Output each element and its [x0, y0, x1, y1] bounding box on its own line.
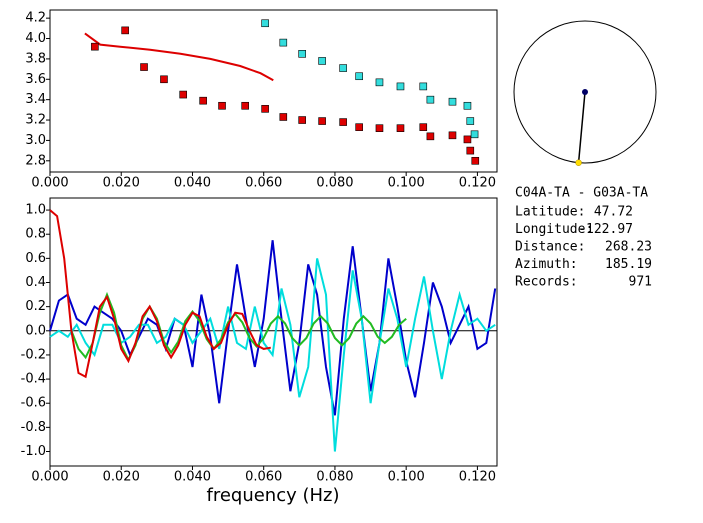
info-value: 971: [629, 275, 652, 290]
info-label: Distance:: [515, 240, 585, 255]
x-tick-label: 0.060: [245, 176, 282, 191]
data-square: [261, 105, 269, 113]
x-tick-label: 0.040: [174, 470, 211, 485]
x-tick-label: 0.120: [459, 176, 496, 191]
data-square: [298, 116, 306, 124]
station-pair: C04A-TA - G03A-TA: [515, 186, 648, 201]
data-square: [261, 19, 269, 28]
series-line: [49, 240, 497, 416]
plot-frame: [49, 197, 498, 467]
data-square: [121, 26, 129, 35]
info-value: -122.97: [578, 222, 633, 237]
data-square: [463, 135, 472, 144]
station-info: C04A-TA - G03A-TA Latitude: 47.72Longitud…: [515, 186, 652, 290]
plot-frame: [49, 9, 498, 173]
y-tick-label: 0.4: [25, 275, 46, 290]
series-line: [84, 32, 274, 82]
data-square: [179, 90, 188, 99]
data-square: [355, 72, 363, 81]
data-square: [279, 113, 288, 121]
data-square: [419, 82, 428, 91]
data-square: [470, 130, 479, 139]
x-tick-label: 0.060: [245, 470, 282, 485]
data-square: [318, 57, 326, 65]
y-tick-label: 3.2: [25, 113, 46, 128]
azimuth-circle: [513, 20, 657, 164]
y-tick-label: 0.8: [25, 227, 46, 242]
azimuth-line: [577, 91, 586, 163]
x-axis-title: frequency (Hz): [206, 485, 339, 506]
data-square: [199, 96, 207, 105]
x-tick-label: 0.020: [103, 470, 140, 485]
data-square: [448, 97, 457, 106]
y-tick-label: -0.8: [21, 420, 46, 435]
data-square: [396, 82, 405, 91]
info-value: 268.23: [605, 240, 652, 255]
data-square: [318, 117, 326, 125]
y-tick-label: 0.6: [25, 251, 46, 266]
info-label: Records:: [515, 275, 578, 290]
x-tick-label: 0.040: [174, 176, 211, 191]
x-tick-label: 0.000: [31, 470, 68, 485]
y-tick-label: 3.6: [25, 72, 46, 87]
data-square: [140, 63, 148, 71]
series-line: [49, 209, 271, 379]
y-tick-label: 3.0: [25, 133, 46, 148]
info-label: Azimuth:: [515, 257, 578, 272]
data-square: [466, 117, 475, 125]
data-square: [339, 64, 347, 72]
y-tick-label: 0.0: [25, 323, 46, 338]
y-tick-label: 1.0: [25, 203, 46, 218]
data-square: [375, 78, 384, 87]
data-square: [471, 156, 480, 165]
x-tick-label: 0.100: [388, 470, 425, 485]
x-tick-label: 0.100: [388, 176, 425, 191]
x-tick-label: 0.020: [103, 176, 140, 191]
data-square: [396, 124, 405, 132]
data-square: [91, 42, 99, 51]
x-tick-label: 0.120: [459, 470, 496, 485]
y-tick-label: -0.6: [21, 396, 46, 411]
data-square: [463, 101, 472, 110]
y-tick-label: 3.8: [25, 51, 46, 66]
y-tick-label: 0.2: [25, 299, 46, 314]
data-square: [355, 123, 363, 131]
y-tick-label: -1.0: [21, 444, 46, 459]
station-dot: [582, 89, 588, 95]
x-tick-label: 0.080: [316, 176, 353, 191]
data-square: [339, 118, 347, 126]
data-square: [426, 95, 435, 104]
y-tick-label: 2.8: [25, 153, 46, 168]
data-square: [218, 101, 226, 110]
info-value: 47.72: [594, 205, 633, 220]
series-line: [49, 258, 496, 452]
y-tick-label: -0.4: [21, 372, 46, 387]
y-tick-label: 3.4: [25, 92, 46, 107]
data-square: [466, 146, 475, 155]
data-square: [426, 132, 435, 141]
y-tick-label: 4.2: [25, 11, 46, 26]
data-square: [160, 75, 168, 84]
data-square: [375, 124, 384, 132]
data-square: [419, 123, 428, 131]
info-value: 185.19: [605, 257, 652, 272]
x-tick-label: 0.000: [31, 176, 68, 191]
x-tick-label: 0.080: [316, 470, 353, 485]
info-label: Longitude:: [515, 222, 593, 237]
data-square: [241, 101, 249, 110]
data-square: [448, 131, 457, 140]
data-square: [298, 50, 306, 58]
info-label: Latitude:: [515, 205, 585, 220]
y-tick-label: -0.2: [21, 347, 46, 362]
data-square: [279, 38, 288, 47]
receiver-dot: [575, 159, 582, 166]
y-tick-label: 4.0: [25, 31, 46, 46]
